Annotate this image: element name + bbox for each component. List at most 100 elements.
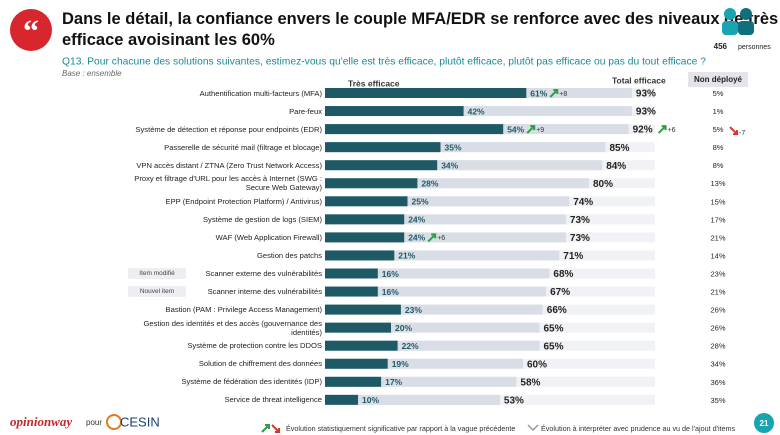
bar <box>325 376 517 387</box>
value-label: 73% <box>570 233 590 244</box>
value-label: 67% <box>550 287 570 298</box>
value-label: 53% <box>504 395 524 406</box>
series-header: Total efficace <box>612 75 666 85</box>
value-label: 71% <box>563 251 583 262</box>
value-label: 42% <box>468 106 485 116</box>
value-label: 65% <box>544 341 564 352</box>
bar <box>325 178 418 189</box>
bar <box>325 322 391 333</box>
value-label: 93% <box>636 107 656 118</box>
category-label: Scanner externe des vulnérabilités <box>205 269 322 278</box>
legend-down-arrow <box>271 424 280 433</box>
change-label: +6 <box>437 235 445 242</box>
column-header-box <box>688 72 748 87</box>
not-deployed-value: 5% <box>713 89 724 98</box>
people-icon <box>722 8 754 35</box>
bar <box>325 196 570 207</box>
category-label: Proxy et filtrage d'URL pour les accès à… <box>134 174 322 193</box>
not-deployed-value: 36% <box>710 378 725 387</box>
page-badge <box>754 413 774 433</box>
category-label: EPP (Endpoint Protection Platform) / Ant… <box>165 196 322 206</box>
bar <box>325 232 566 243</box>
bar <box>325 124 504 135</box>
category-label: Bastion (PAM : Privilege Access Manageme… <box>165 305 322 315</box>
value-label: 25% <box>412 197 429 207</box>
legend-text: Évolution statistiquement significative … <box>286 424 515 433</box>
value-label: 92% <box>633 125 653 136</box>
category-label: Solution de chiffrement des données <box>198 359 322 369</box>
bar <box>325 106 464 117</box>
not-deployed-value: 26% <box>710 306 725 315</box>
not-deployed-value: 13% <box>710 179 725 188</box>
value-label: 68% <box>553 269 573 280</box>
respondents: 456 <box>714 42 728 51</box>
value-label: 28% <box>421 179 438 189</box>
bar <box>325 232 405 243</box>
bar <box>325 340 540 351</box>
not-deployed-value: 28% <box>710 342 725 351</box>
bar <box>325 214 405 225</box>
bar <box>325 286 547 297</box>
change-down-arrow <box>729 126 738 136</box>
not-deployed-value: 23% <box>710 269 725 278</box>
category-label: Système de gestion de logs (SIEM) <box>202 214 322 224</box>
category-label: Gestion des patchs <box>256 250 322 260</box>
value-label: 17% <box>385 377 402 387</box>
category-label: Système de protection contre les DDOS <box>187 341 322 351</box>
change-up-arrow <box>427 233 437 243</box>
title-line: Dans le détail, la confiance envers le c… <box>62 10 778 28</box>
value-label: 20% <box>395 323 412 333</box>
value-label: 80% <box>593 179 613 190</box>
value-label: 10% <box>362 395 379 405</box>
column-header: Non déployé <box>694 75 743 84</box>
chart-title: Dans le détail, la confiance envers le c… <box>62 10 778 49</box>
quote-icon <box>10 9 52 51</box>
category-label: Pare-feux <box>289 106 322 116</box>
category-label: Passerelle de sécurité mail (filtrage et… <box>164 142 322 152</box>
not-deployed-value: 35% <box>710 396 725 405</box>
bar <box>325 88 527 98</box>
not-deployed-value: 17% <box>710 215 725 224</box>
category-label: Service de threat intelligence <box>224 395 322 405</box>
value-label: 66% <box>547 305 567 316</box>
bar <box>325 376 382 387</box>
value-label: 61% <box>530 88 547 98</box>
value-label: 93% <box>636 89 656 100</box>
category-label: Authentification multi-facteurs (MFA) <box>199 88 322 98</box>
bar <box>325 250 560 261</box>
bar <box>325 160 603 171</box>
bar <box>325 358 523 369</box>
category-label: WAF (Web Application Firewall) <box>215 232 322 242</box>
client: CESIN <box>120 414 160 429</box>
value-label: 19% <box>392 359 409 369</box>
value-label: 24% <box>408 215 425 225</box>
bar <box>325 142 606 153</box>
category-label: Système de détection et réponse pour end… <box>135 124 322 134</box>
not-deployed-value: 21% <box>710 288 725 297</box>
value-label: 54% <box>507 124 524 134</box>
value-label: 34% <box>441 160 458 170</box>
title-line: efficace avoisinant les 60% <box>62 31 275 49</box>
bar <box>325 304 543 315</box>
category-label: Gestion des identités et des accès (gouv… <box>143 318 322 337</box>
bar <box>325 340 398 351</box>
value-label: 24% <box>408 233 425 243</box>
bar <box>325 196 408 207</box>
value-label: 21% <box>398 251 415 261</box>
respondents-unit: personnes <box>738 44 771 51</box>
change-up-arrow <box>657 125 667 134</box>
bar <box>325 304 401 315</box>
item-tag: Item modifié <box>128 267 186 279</box>
value-label: 73% <box>570 215 590 226</box>
category-label: Système de fédération des identités (IDP… <box>181 377 322 387</box>
value-label: 60% <box>527 359 547 370</box>
bar <box>325 394 500 405</box>
bar <box>325 322 540 333</box>
not-deployed-value: 8% <box>713 143 724 152</box>
bar <box>325 250 395 261</box>
not-deployed-value: 26% <box>710 324 725 333</box>
not-deployed-value: 5% <box>713 125 724 134</box>
category-label: VPN accès distant / ZTNA (Zero Trust Net… <box>136 160 322 170</box>
bar <box>325 268 550 279</box>
